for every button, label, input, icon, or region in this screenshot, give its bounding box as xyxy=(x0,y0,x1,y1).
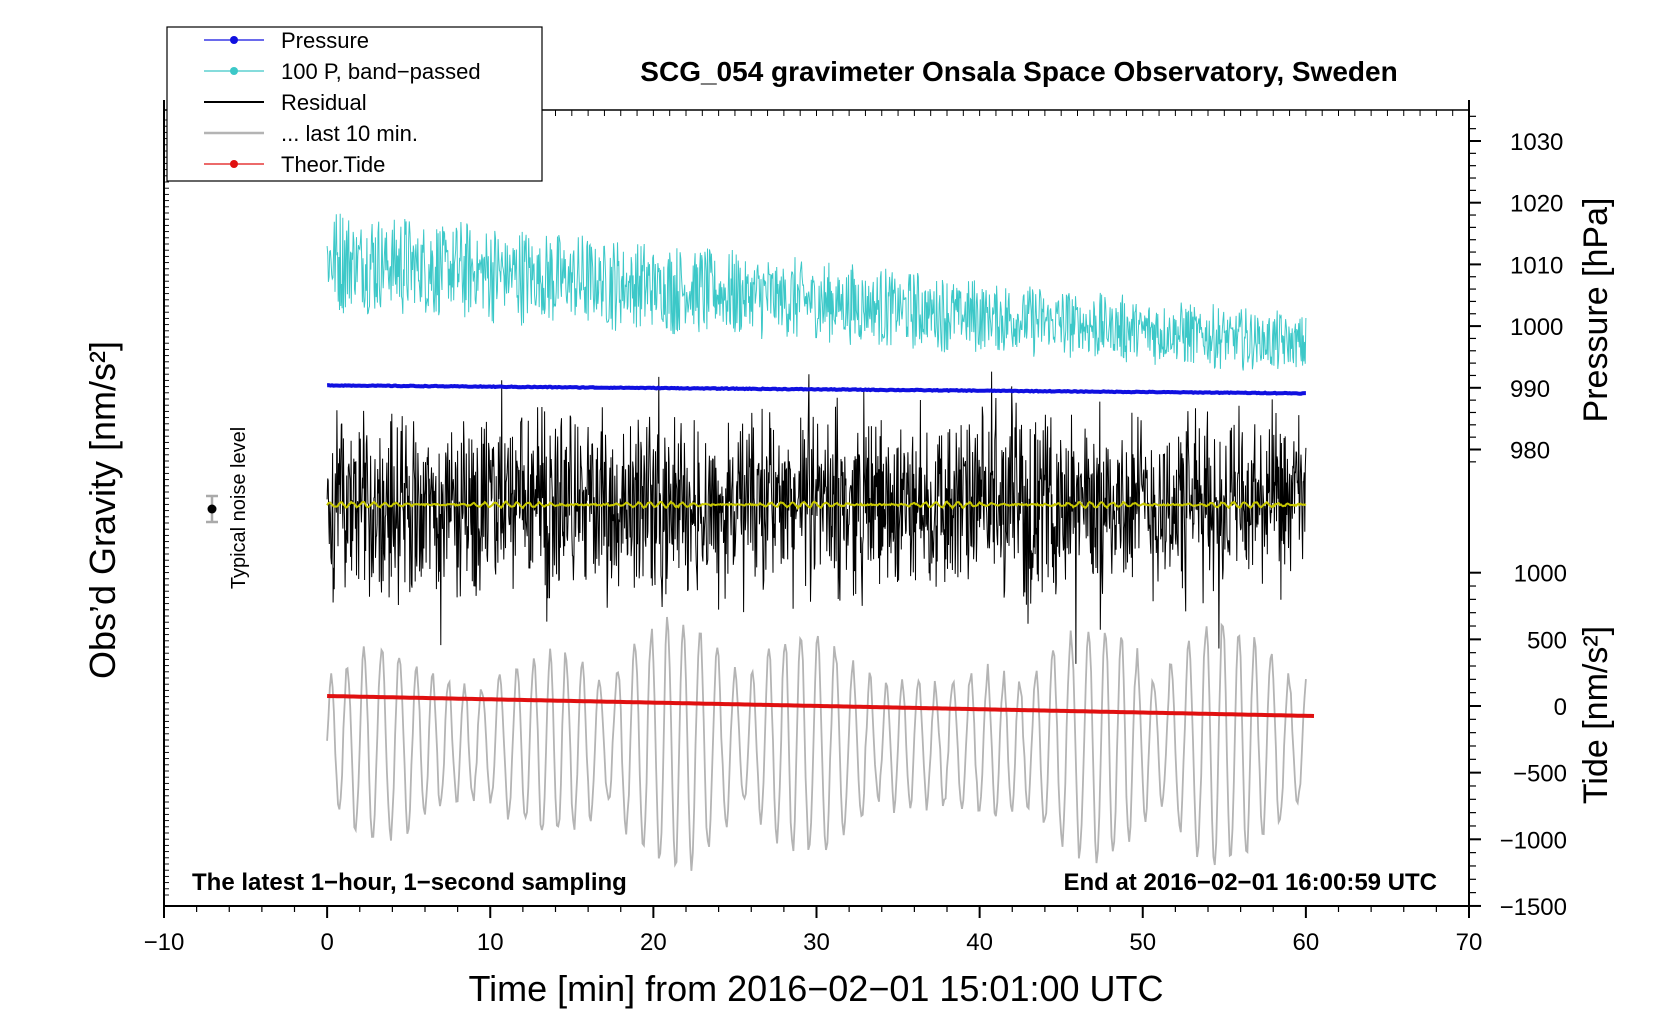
x-tick-label: −10 xyxy=(144,929,185,956)
y-axis-label-left: Obs’d Gravity [nm/s²] xyxy=(82,341,123,679)
x-tick-label: 30 xyxy=(803,929,830,956)
x-tick-label: 0 xyxy=(320,929,333,956)
x-tick-label: 60 xyxy=(1293,929,1320,956)
pressure-tick-label: 1010 xyxy=(1510,252,1563,279)
x-tick-label: 70 xyxy=(1456,929,1483,956)
x-axis-label: Time [min] from 2016−02−01 15:01:00 UTC xyxy=(468,968,1163,1009)
series-residual-smoothed xyxy=(326,500,1307,511)
legend-item: Pressure xyxy=(204,28,369,53)
pressure-tick-label: 1000 xyxy=(1510,314,1563,341)
x-tick-label: 50 xyxy=(1129,929,1156,956)
legend-label: Theor.Tide xyxy=(281,152,385,177)
series-last-10-min xyxy=(326,616,1307,871)
legend-item: Residual xyxy=(204,90,367,115)
tide-tick-label: −1500 xyxy=(1500,894,1567,921)
x-tick-label: 20 xyxy=(640,929,667,956)
chart-title: SCG_054 gravimeter Onsala Space Observat… xyxy=(640,56,1397,87)
series-residual xyxy=(326,371,1307,664)
pressure-tick-label: 990 xyxy=(1510,376,1550,403)
tide-tick-label: −500 xyxy=(1513,761,1567,788)
legend-label: ... last 10 min. xyxy=(281,121,418,146)
legend-label: 100 P, band−passed xyxy=(281,59,481,84)
tide-tick-label: −1000 xyxy=(1500,827,1567,854)
noise-level-label: Typical noise level xyxy=(228,427,250,589)
legend-marker xyxy=(230,36,238,44)
legend-item: 100 P, band−passed xyxy=(204,59,481,84)
legend-marker xyxy=(230,67,238,75)
plot-area xyxy=(326,213,1315,871)
legend: Pressure 100 P, band−passed Residual ... la… xyxy=(166,26,543,182)
legend-label: Residual xyxy=(281,90,367,115)
pressure-tick-label: 1030 xyxy=(1510,129,1563,156)
tide-tick-label: 500 xyxy=(1527,627,1567,654)
tide-tick-label: 0 xyxy=(1554,694,1567,721)
noise-level-indicator xyxy=(206,494,218,524)
tide-axis: −1500 −1000 −500 0 500 1000 xyxy=(1469,561,1567,921)
pressure-axis: 980 990 1000 1010 1020 1030 xyxy=(1469,115,1563,465)
pressure-tick-label: 1020 xyxy=(1510,191,1563,218)
legend-label: Pressure xyxy=(281,28,369,53)
x-tick-label: 40 xyxy=(966,929,993,956)
y-axis-label-pressure: Pressure [hPa] xyxy=(1577,198,1615,423)
annotation-sampling: The latest 1−hour, 1−second sampling xyxy=(192,869,627,896)
tide-tick-label: 1000 xyxy=(1514,561,1567,588)
x-axis: −10 0 10 20 30 40 50 60 70 xyxy=(144,110,1483,956)
series-band-passed-pressure xyxy=(326,213,1307,371)
legend-marker xyxy=(230,160,238,168)
legend-item: ... last 10 min. xyxy=(204,121,418,146)
series-theoretical-tide xyxy=(327,694,1315,718)
series-pressure xyxy=(326,383,1306,396)
x-tick-label: 10 xyxy=(477,929,504,956)
pressure-tick-label: 980 xyxy=(1510,438,1550,465)
legend-item: Theor.Tide xyxy=(204,152,385,177)
y-axis-label-tide: Tide [nm/s²] xyxy=(1577,626,1615,804)
annotation-end-time: End at 2016−02−01 16:00:59 UTC xyxy=(1063,869,1437,896)
